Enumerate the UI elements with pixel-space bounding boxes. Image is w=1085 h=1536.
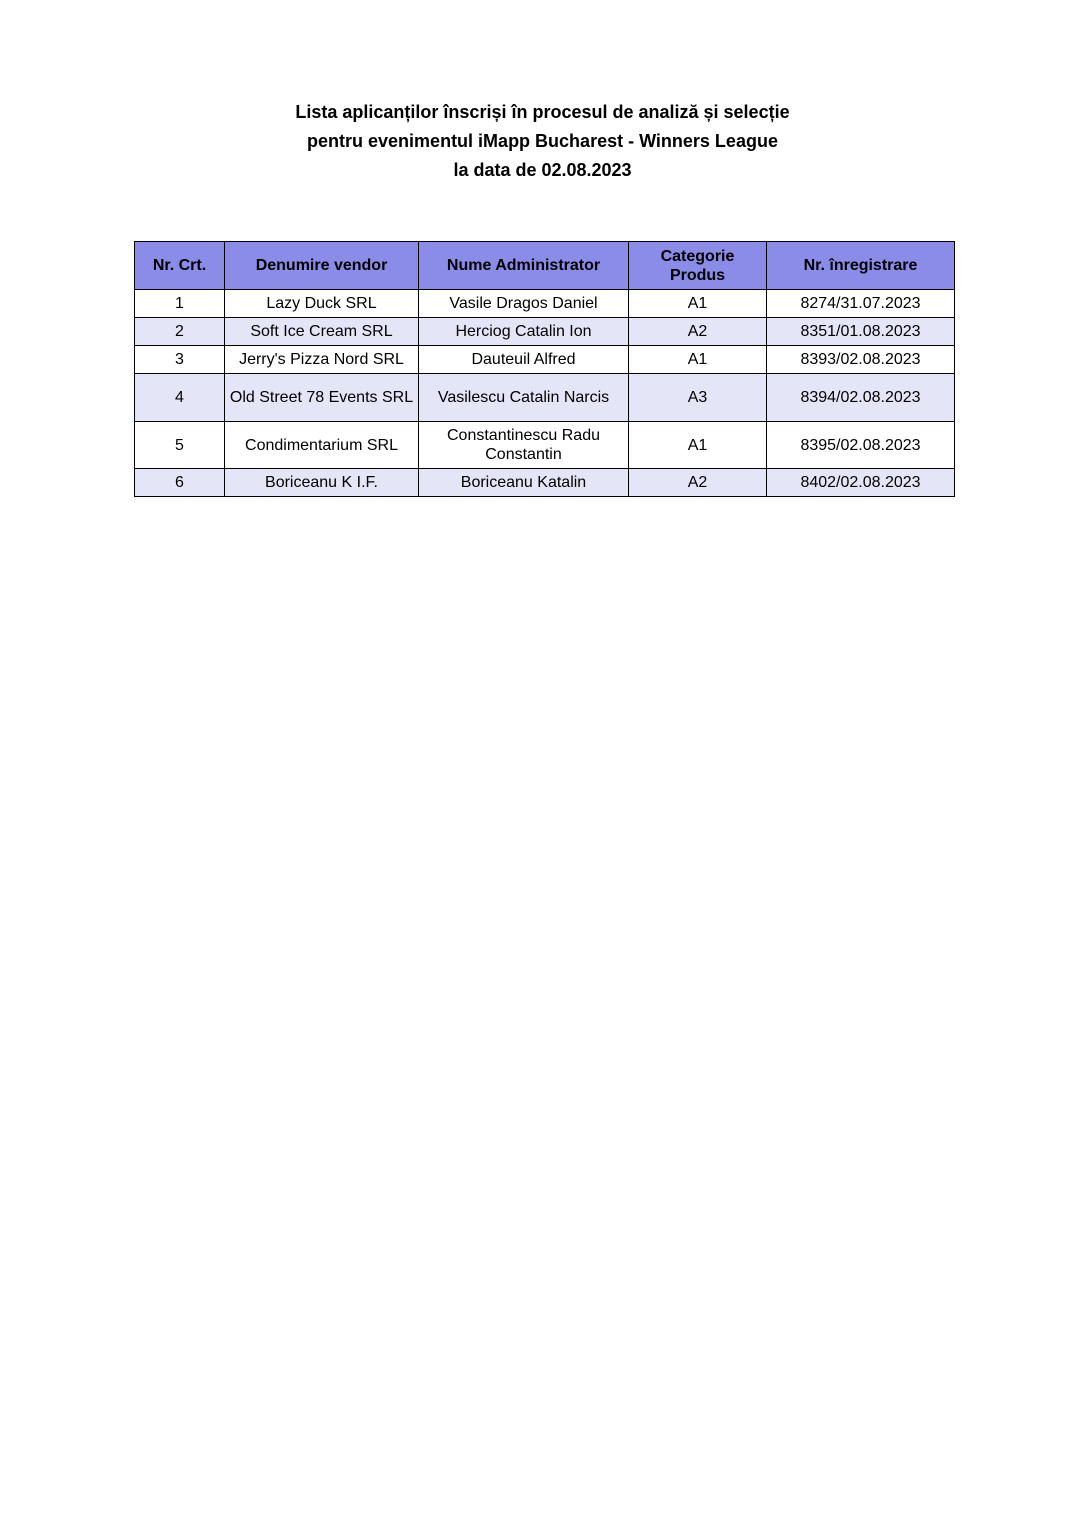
table-body: 1 Lazy Duck SRL Vasile Dragos Daniel A1 8274…	[134, 289, 955, 497]
cell-registration: 8393/02.08.2023	[766, 345, 955, 374]
cell-nr-crt: 3	[134, 345, 225, 374]
cell-administrator: Boriceanu Katalin	[418, 468, 629, 497]
title-line: pentru evenimentul iMapp Bucharest - Win…	[307, 131, 778, 151]
cell-registration: 8402/02.08.2023	[766, 468, 955, 497]
header-nr-crt: Nr. Crt.	[134, 241, 225, 290]
cell-vendor: Boriceanu K I.F.	[224, 468, 419, 497]
cell-registration: 8394/02.08.2023	[766, 373, 955, 422]
cell-administrator: Herciog Catalin Ion	[418, 317, 629, 346]
table-row: 4 Old Street 78 Events SRL Vasilescu Catal…	[134, 373, 955, 422]
header-registration: Nr. înregistrare	[766, 241, 955, 290]
cell-nr-crt: 6	[134, 468, 225, 497]
cell-administrator: Constantinescu Radu Constantin	[418, 421, 629, 469]
cell-vendor: Condimentarium SRL	[224, 421, 419, 469]
cell-vendor: Lazy Duck SRL	[224, 289, 419, 318]
cell-administrator: Vasilescu Catalin Narcis	[418, 373, 629, 422]
cell-administrator: Vasile Dragos Daniel	[418, 289, 629, 318]
cell-category: A2	[628, 317, 767, 346]
table-row: 1 Lazy Duck SRL Vasile Dragos Daniel A1 8274…	[134, 289, 955, 318]
cell-category: A1	[628, 421, 767, 469]
cell-administrator: Dauteuil Alfred	[418, 345, 629, 374]
table-header-row: Nr. Crt. Denumire vendor Nume Administra…	[134, 241, 955, 290]
cell-category: A3	[628, 373, 767, 422]
applicants-table: Nr. Crt. Denumire vendor Nume Administra…	[134, 241, 955, 497]
cell-registration: 8274/31.07.2023	[766, 289, 955, 318]
table-row: 6 Boriceanu K I.F. Boriceanu Katalin A2 8402…	[134, 468, 955, 497]
table-row: 2 Soft Ice Cream SRL Herciog Catalin Ion A2…	[134, 317, 955, 346]
document-title: Lista aplicanților înscriși în procesul …	[0, 98, 1085, 185]
cell-vendor: Old Street 78 Events SRL	[224, 373, 419, 422]
header-administrator: Nume Administrator	[418, 241, 629, 290]
cell-nr-crt: 1	[134, 289, 225, 318]
cell-nr-crt: 4	[134, 373, 225, 422]
cell-registration: 8351/01.08.2023	[766, 317, 955, 346]
cell-nr-crt: 5	[134, 421, 225, 469]
header-category: Categorie Produs	[628, 241, 767, 290]
cell-category: A1	[628, 289, 767, 318]
table-row: 3 Jerry's Pizza Nord SRL Dauteuil Alfred A1…	[134, 345, 955, 374]
cell-vendor: Jerry's Pizza Nord SRL	[224, 345, 419, 374]
cell-vendor: Soft Ice Cream SRL	[224, 317, 419, 346]
cell-category: A2	[628, 468, 767, 497]
title-line: Lista aplicanților înscriși în procesul …	[295, 102, 790, 122]
cell-registration: 8395/02.08.2023	[766, 421, 955, 469]
header-vendor: Denumire vendor	[224, 241, 419, 290]
cell-nr-crt: 2	[134, 317, 225, 346]
table-row: 5 Condimentarium SRL Constantinescu Radu C…	[134, 421, 955, 469]
cell-category: A1	[628, 345, 767, 374]
title-line: la data de 02.08.2023	[453, 160, 632, 180]
